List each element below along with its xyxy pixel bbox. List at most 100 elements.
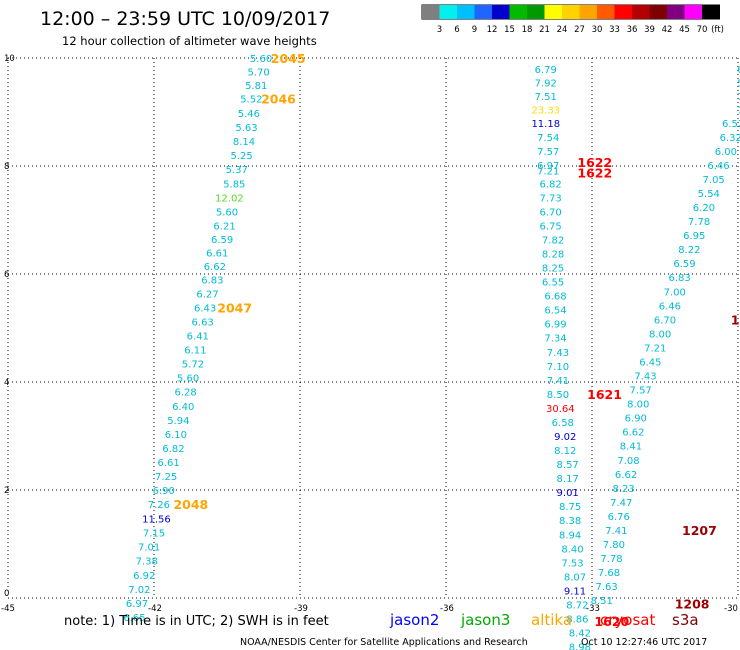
colorbar-label: 9 (472, 25, 477, 35)
wave-height-label: 6.11 (184, 346, 206, 357)
wave-height-label: 6.32 (720, 133, 740, 144)
wave-height-label: 7.78 (688, 217, 710, 228)
wave-height-label: 8.38 (559, 516, 581, 527)
wave-height-label: 6.83 (668, 273, 690, 284)
wave-height-label: 7.57 (537, 147, 559, 158)
pass-number-label: 2045 (271, 51, 306, 66)
wave-height-label: 8.75 (559, 502, 581, 513)
colorbar-swatch (474, 5, 492, 19)
wave-height-label: 6.75 (540, 221, 562, 232)
wave-height-label: 9.11 (564, 586, 586, 597)
wave-height-label: 6.58 (552, 418, 574, 429)
wave-height-label: 6.65 (123, 613, 145, 624)
wave-height-label: 5.52 (240, 95, 262, 106)
wave-height-label: 7.63 (595, 582, 617, 593)
colorbar-label: 30 (592, 25, 603, 35)
wave-height-label: 8.42 (569, 629, 591, 640)
wave-height-label: 7.68 (598, 568, 620, 579)
wave-height-label: 6.00 (715, 147, 737, 158)
wave-height-label: 11.56 (142, 515, 171, 526)
wave-height-label: 7.25 (155, 472, 177, 483)
y-tick-label: 8 (4, 162, 9, 172)
wave-height-label: 6.52 (722, 119, 740, 130)
wave-height-label: 7.73 (540, 193, 562, 204)
wave-height-label: 5.60 (250, 54, 272, 65)
colorbar-swatch (527, 5, 545, 19)
wave-height-label: 7.00 (664, 287, 686, 298)
pass-number-label: 1208 (675, 596, 710, 611)
timestamp-text: Oct 10 12:27:46 UTC 2017 (581, 637, 707, 648)
wave-height-label: 8.00 (627, 400, 649, 411)
wave-height-label: 5.54 (698, 189, 720, 200)
wave-height-label: 6.70 (540, 207, 562, 218)
footnote: note: 1) Time is in UTC; 2) SWH is in fe… (64, 614, 329, 629)
colorbar-swatch (492, 5, 510, 19)
wave-height-label: 6.41 (187, 332, 209, 343)
wave-height-label: 7.01 (138, 543, 160, 554)
x-tick-label: -42 (148, 604, 162, 614)
wave-height-label: 6.95 (683, 231, 705, 242)
wave-height-label: 6.40 (172, 402, 194, 413)
wave-height-label: 7.34 (544, 334, 566, 345)
wave-height-label: 8.41 (620, 442, 642, 453)
x-tick-label: -30 (724, 604, 738, 614)
wave-height-label: 7.08 (617, 456, 639, 467)
x-tick-label: -39 (294, 604, 308, 614)
wave-height-label: 8.86 (566, 615, 588, 626)
wave-height-label: 7.41 (605, 526, 627, 537)
wave-height-label: 12.02 (215, 193, 244, 204)
colorbar-swatch (649, 5, 667, 19)
wave-height-label: 6.59 (673, 259, 695, 270)
wave-height-label: 6.99 (544, 320, 566, 331)
y-tick-label: 2 (4, 486, 9, 496)
wave-height-label: 8.12 (554, 446, 576, 457)
y-tick-label: 4 (4, 378, 9, 388)
y-tick-label: 10 (4, 54, 15, 64)
colorbar-swatch (614, 5, 632, 19)
wave-height-label: 7.57 (630, 386, 652, 397)
legend-jason3: jason3 (460, 611, 510, 629)
colorbar-swatch (684, 5, 702, 19)
wave-height-label: 6.90 (625, 414, 647, 425)
wave-height-label: 7.47 (610, 498, 632, 509)
wave-height-label: 7.38 (136, 557, 158, 568)
x-tick-label: -45 (1, 604, 15, 614)
wave-height-label: 6.68 (544, 292, 566, 303)
colorbar-label: 45 (679, 25, 690, 35)
wave-height-label: 6.46 (659, 301, 681, 312)
colorbar-swatch (509, 5, 527, 19)
colorbar-swatch (422, 5, 440, 19)
wave-height-label: 7.92 (535, 78, 557, 89)
wave-height-label: 6.59 (211, 235, 233, 246)
wave-height-label: 7.10 (547, 362, 569, 373)
wave-height-label: 6.90 (153, 486, 175, 497)
wave-height-label: 8.22 (678, 245, 700, 256)
wave-height-label: 6.97 (537, 161, 559, 172)
colorbar-swatch (597, 5, 615, 19)
wave-height-label: 6 (737, 65, 740, 76)
wave-height-label: 7.15 (143, 529, 165, 540)
wave-height-label: 5.72 (182, 360, 204, 371)
legend-jason2: jason2 (389, 611, 439, 629)
x-tick-label: -33 (586, 604, 600, 614)
wave-height-label: 8.17 (557, 474, 579, 485)
wave-height-label: 9.01 (557, 488, 579, 499)
pass-number-label: 2047 (217, 300, 252, 315)
wave-height-label: 7 (737, 92, 740, 103)
colorbar-label: 18 (522, 25, 533, 35)
wave-height-label: 6.82 (162, 444, 184, 455)
wave-height-label: 6.21 (213, 221, 235, 232)
colorbar-label: 27 (574, 25, 585, 35)
pass-number-label: 2048 (173, 497, 208, 512)
wave-height-label: 5.46 (238, 109, 260, 120)
y-tick-label: 6 (4, 270, 9, 280)
wave-height-label: 23.33 (531, 105, 560, 116)
wave-height-label: 6.82 (540, 179, 562, 190)
colorbar-label: 3 (437, 25, 442, 35)
wave-height-label: 7.05 (703, 175, 725, 186)
pass-number-label: 1622 (577, 155, 612, 170)
wave-height-label: 6.61 (157, 458, 179, 469)
colorbar-label: 36 (627, 25, 638, 35)
wave-height-label: 5.94 (167, 416, 189, 427)
